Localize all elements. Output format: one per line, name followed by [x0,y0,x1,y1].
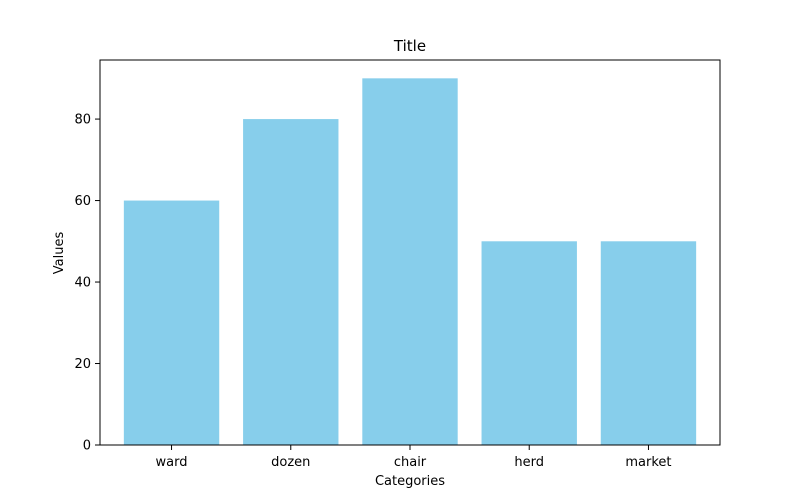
x-tick-label: market [625,455,671,470]
bar-market [600,241,697,445]
x-tick-label: ward [156,455,188,470]
bar-dozen [243,119,339,446]
bar-herd [481,241,577,445]
x-axis-ticks: ward dozen chair herd market [156,445,672,470]
x-tick-label: chair [394,455,427,470]
x-axis-label: Categories [375,474,445,489]
bars-group [123,78,697,446]
y-tick-label: 20 [74,357,91,372]
y-tick-label: 0 [83,439,91,454]
x-tick-label: herd [514,455,544,470]
bar-ward [123,200,220,445]
y-tick-label: 40 [74,276,91,291]
y-tick-label: 80 [74,113,91,128]
y-axis-ticks: 0 20 40 60 80 [74,113,100,454]
y-tick-label: 60 [74,194,91,209]
y-axis-label: Values [52,232,67,275]
bar-chair [362,78,458,445]
chart-title: Title [393,37,426,55]
x-tick-label: dozen [271,455,310,470]
